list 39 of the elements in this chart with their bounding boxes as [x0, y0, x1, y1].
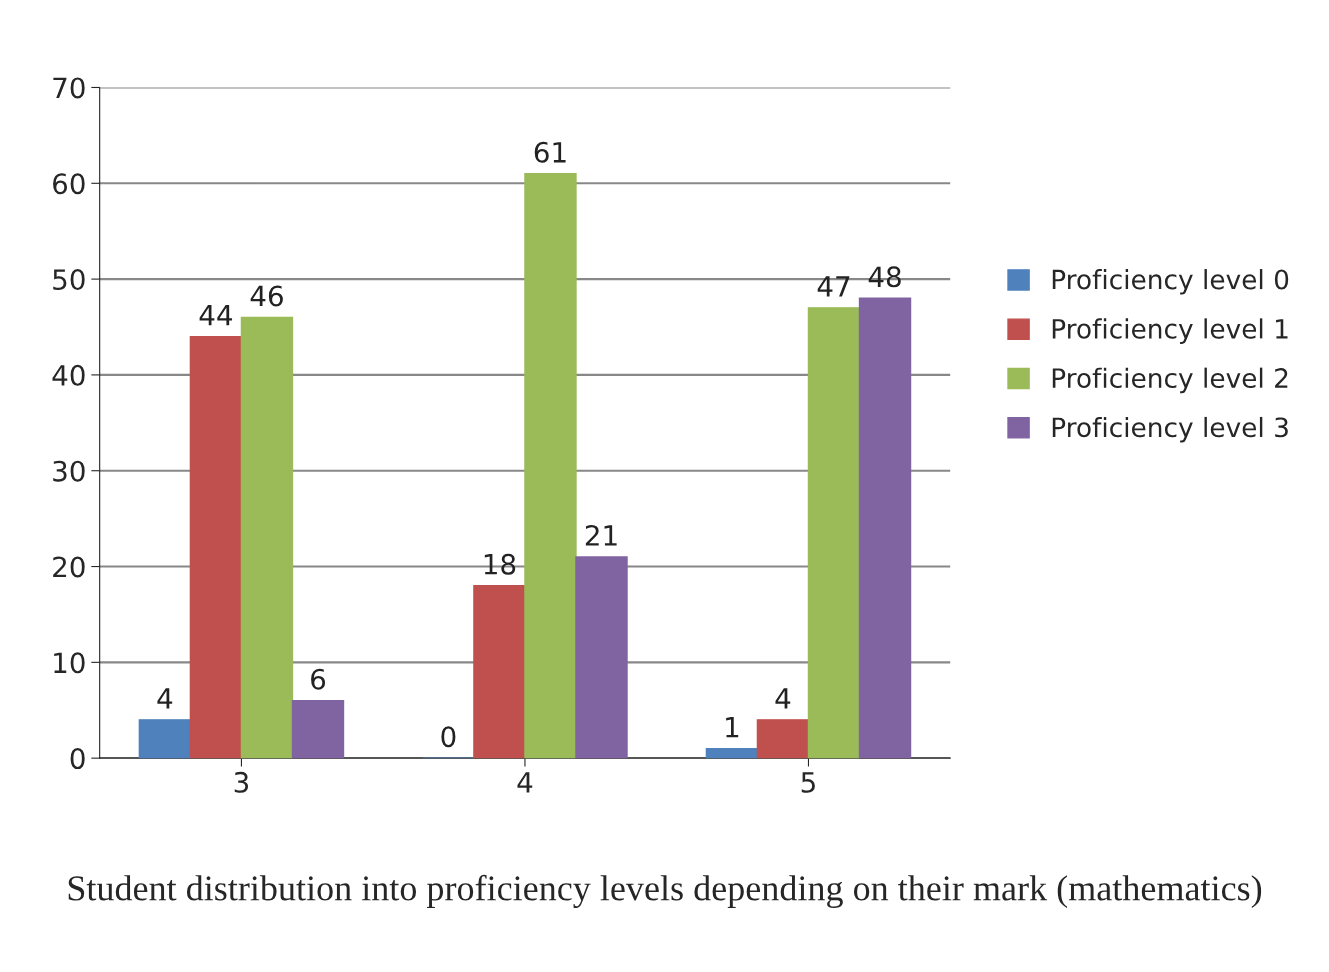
legend-label: Proficiency level 0: [1052, 269, 1289, 295]
bar: [189, 335, 243, 759]
x-tick-label: 4: [517, 772, 533, 793]
data-label: 6: [311, 668, 326, 690]
x-tick-label: 3: [234, 771, 249, 793]
bar: [705, 747, 759, 759]
bar: [524, 173, 577, 759]
y-tick-label: 40: [52, 364, 85, 386]
data-label: 44: [199, 305, 233, 326]
data-label: 4: [157, 688, 173, 709]
bar: [473, 585, 526, 759]
data-label: 48: [868, 266, 901, 288]
bar: [240, 316, 294, 759]
y-tick-label: 10: [54, 652, 85, 674]
legend-label: Proficiency level 3: [1052, 416, 1288, 443]
text: Student distribution into proficiency levels depending on their mark (mathematics): [68, 874, 1262, 909]
y-tick-label: 20: [53, 556, 85, 578]
bar: [138, 719, 192, 759]
y-tick-label: 70: [53, 77, 85, 99]
bar: [807, 307, 861, 759]
x-tick-label: 5: [801, 772, 815, 793]
data-label: 0: [441, 726, 456, 748]
y-tick-label: 50: [53, 269, 85, 291]
bar: [756, 719, 810, 759]
data-label: 46: [250, 285, 283, 307]
data-label: 61: [534, 141, 566, 163]
data-label: 4: [775, 688, 791, 709]
data-label: 47: [817, 276, 850, 297]
bar: [575, 556, 628, 759]
y-tick-label: 60: [53, 173, 85, 195]
y-tick-label: 0: [70, 748, 85, 770]
y-tick-label: 30: [53, 460, 85, 482]
data-label: 21: [585, 525, 617, 546]
data-label: 18: [484, 553, 516, 575]
bar: [291, 699, 345, 759]
legend-label: Proficiency level 2: [1052, 367, 1288, 394]
legend-label: Proficiency level 1: [1052, 318, 1288, 344]
data-label: 1: [726, 716, 739, 738]
bar: [858, 297, 912, 759]
